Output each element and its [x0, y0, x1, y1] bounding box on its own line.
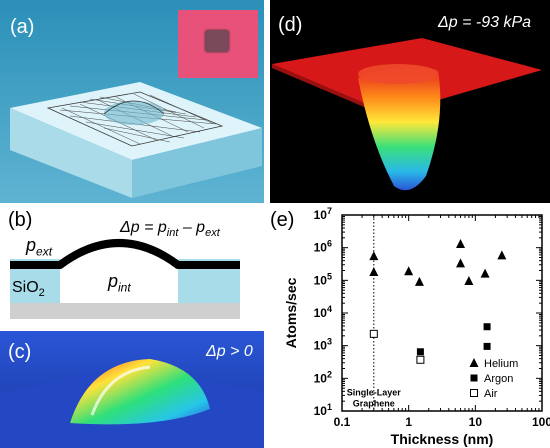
afm-deflection-image	[272, 38, 542, 191]
y-tick-label: 107	[314, 206, 332, 222]
substrate-symbol: SiO	[12, 279, 39, 296]
p-int-label: pint	[108, 271, 131, 295]
data-point-helium	[456, 258, 466, 268]
panel-d: (d) Δp = -93 kPa	[270, 0, 550, 203]
y-tick-label: 101	[314, 402, 332, 418]
panel-b: (b) Δp = pint – pext pext pint SiO2	[0, 203, 264, 331]
panel-label-e: (e)	[270, 209, 295, 231]
legend-label-air: Air	[484, 388, 498, 400]
panel-label-c: (c)	[8, 341, 32, 363]
p-int-symbol: p	[108, 271, 119, 291]
substrate-label: SiO2	[12, 279, 45, 299]
x-tick-label: 10	[469, 415, 483, 429]
legend-marker-air	[470, 389, 478, 397]
legend-label-argon: Argon	[484, 373, 513, 385]
graphene-device-illustration	[10, 82, 262, 198]
legend-marker-argon	[470, 374, 478, 382]
panel-label-b: (b)	[8, 209, 33, 231]
equation-sub-int: int	[166, 227, 179, 240]
x-tick-label: 100	[532, 415, 550, 429]
optical-image-inset	[178, 10, 258, 78]
panel-label-a: (a)	[10, 16, 35, 38]
y-tick-label: 104	[314, 304, 332, 320]
data-point-air	[369, 329, 378, 338]
panel-label-d: (d)	[278, 14, 303, 36]
y-tick-label: 105	[314, 271, 332, 287]
data-point-helium	[456, 238, 466, 248]
data-point-argon	[483, 323, 491, 331]
legend-marker-helium	[469, 358, 479, 367]
panel-c: (c) Δp > 0	[0, 331, 264, 448]
substrate-sub: 2	[38, 287, 45, 300]
x-tick-label: 1	[405, 415, 412, 429]
panel-e: 0.1 1 10 100 101 102 103 104 105 106 107 Thickness …	[264, 203, 550, 448]
p-int-sub: int	[118, 280, 131, 295]
x-axis-label: Thickness (nm)	[391, 431, 494, 447]
y-tick-label: 106	[314, 239, 332, 255]
d-annotation: Δp = -93 kPa	[438, 14, 532, 31]
data-point-helium	[404, 266, 414, 276]
p-ext-symbol: p	[26, 235, 37, 255]
p-ext-sub: ext	[36, 244, 53, 259]
p-ext-label: pext	[26, 235, 52, 259]
data-point-helium	[369, 266, 379, 276]
graphene-annotation-line2: Graphene	[353, 398, 395, 408]
data-point-helium	[464, 276, 474, 286]
graphene-flake	[205, 30, 229, 52]
pressure-equation: Δp = pint – pext	[120, 219, 220, 239]
data-point-air	[416, 355, 425, 364]
panel-a: (a)	[0, 0, 264, 203]
data-point-argon	[416, 348, 424, 356]
membrane-cross-section	[10, 239, 240, 319]
y-tick-label: 102	[314, 369, 332, 385]
c-annotation: Δp > 0	[206, 343, 253, 360]
equation-text: Δp = p	[120, 219, 167, 236]
x-tick-label: 0.1	[334, 415, 351, 429]
y-tick-label: 103	[314, 337, 332, 353]
data-point-helium	[480, 268, 490, 278]
graphene-annotation-line1: Single-Layer	[347, 387, 402, 397]
data-point-helium	[414, 276, 424, 286]
y-axis-label: Atoms/sec	[283, 277, 299, 348]
equation-sub-ext: ext	[205, 227, 220, 240]
legend-label-helium: Helium	[484, 358, 518, 370]
data-point-helium	[369, 251, 379, 261]
data-point-argon	[483, 342, 491, 350]
data-point-helium	[497, 250, 507, 260]
permeation-chart: 0.1 1 10 100 101 102 103 104 105 106 107 Thickness …	[283, 206, 550, 447]
equation-mid: – p	[178, 219, 206, 236]
afm-bulge-image	[0, 359, 264, 448]
